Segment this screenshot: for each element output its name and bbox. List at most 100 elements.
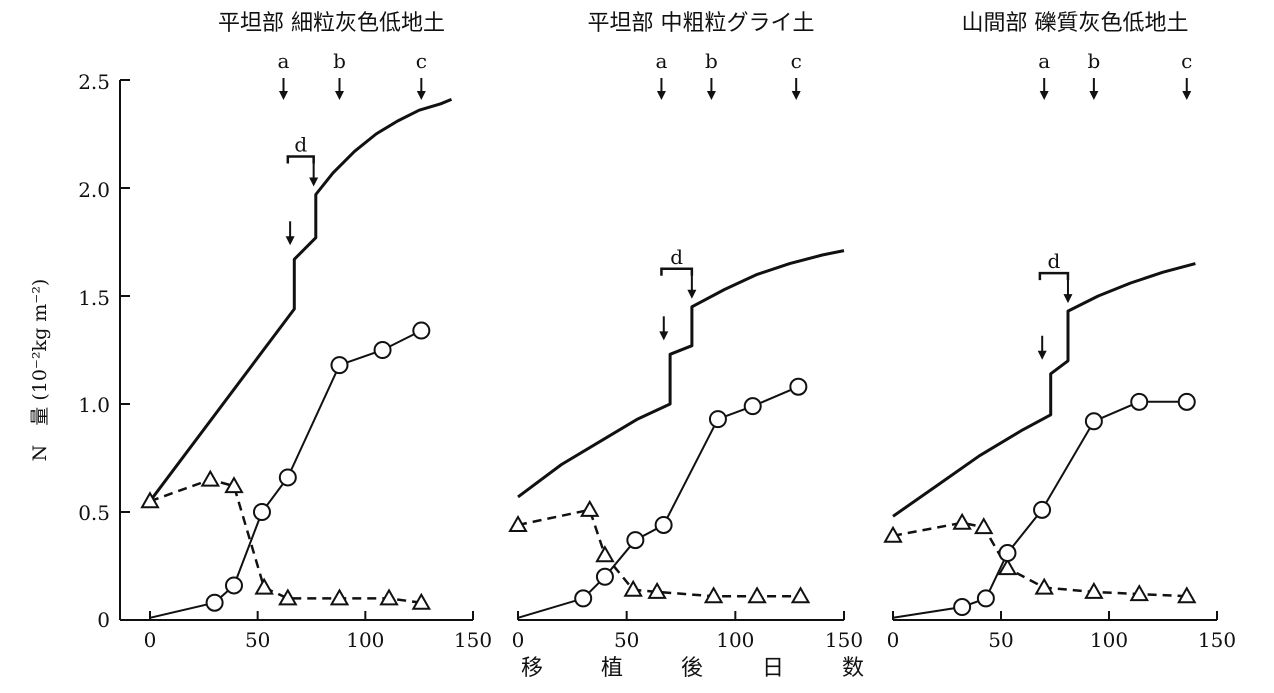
x-tick-label: 150 — [1198, 628, 1236, 652]
circle-point — [373, 341, 392, 359]
x-tick-label: 50 — [245, 628, 270, 652]
triangle-point — [329, 588, 350, 606]
inner-arrow — [285, 221, 295, 246]
triangle-point — [1177, 586, 1197, 604]
triangle-point — [254, 577, 274, 595]
circle-point — [1084, 412, 1103, 431]
x-tick-label: 0 — [144, 628, 157, 652]
x-axis-label-char: 植 — [601, 656, 623, 681]
triangle-point — [1084, 581, 1104, 599]
x-tick-label: 0 — [512, 628, 525, 652]
marker-label: c — [791, 49, 802, 73]
marker-arrow — [279, 78, 289, 100]
triangle-point — [278, 588, 298, 606]
triangle-point — [973, 517, 994, 535]
circle-point — [1130, 392, 1149, 411]
d-marker-arrow — [1063, 273, 1073, 304]
circle-point — [205, 593, 224, 612]
x-tick-label: 100 — [716, 628, 754, 652]
circle-point — [654, 515, 673, 534]
arrow-head — [659, 331, 669, 341]
chart-panel: 平坦部 中粗粒グライ土 0 50 100 150 a b c d — [508, 11, 863, 652]
arrow-head — [1063, 294, 1073, 304]
circle-point — [574, 589, 593, 608]
triangle-point — [595, 545, 615, 563]
marker-label: a — [655, 49, 667, 73]
arrow-head — [1089, 91, 1099, 100]
d-bracket — [286, 155, 315, 164]
y-tick-labels: 0 0.5 1.0 1.5 2.0 2.5 — [78, 70, 110, 632]
arrow-head — [279, 91, 289, 100]
triangle-point — [140, 491, 160, 509]
triangle-point — [1034, 577, 1054, 595]
circle-point — [1177, 392, 1196, 411]
chart-panel: 平坦部 細粒灰色低地土 0 50 100 150 a b c d — [119, 11, 492, 652]
x-tick-label: 50 — [614, 628, 639, 652]
arrow-head — [706, 91, 716, 100]
marker-arrow — [1039, 78, 1049, 100]
inner-arrow — [659, 316, 669, 341]
marker-label: c — [416, 49, 427, 73]
triangle-point — [508, 514, 528, 532]
chart-title: 平坦部 細粒灰色低地土 — [218, 11, 445, 36]
marker-arrow — [416, 78, 426, 100]
triangle-point — [411, 592, 432, 610]
marker-arrow — [791, 78, 801, 100]
triangle-point — [224, 476, 244, 494]
arrow-head — [334, 91, 344, 100]
y-tick-label: 0 — [97, 608, 110, 632]
triangle-point — [790, 586, 811, 604]
arrow-head — [656, 91, 666, 100]
triangle-point — [747, 586, 767, 604]
arrow-head — [285, 236, 295, 246]
y-tick-label: 2.5 — [78, 70, 110, 94]
arrow-head — [1039, 91, 1049, 100]
circle-point — [278, 468, 297, 487]
triangle-point — [952, 512, 972, 530]
triangle-series-line — [149, 478, 422, 604]
triangle-point — [883, 525, 903, 543]
supply-curve-line — [148, 98, 453, 503]
d-marker-arrow — [687, 268, 697, 299]
triangle-point — [1129, 584, 1149, 602]
d-bracket — [1038, 271, 1070, 281]
arrow-head — [1037, 350, 1047, 360]
triangle-series-line — [517, 508, 801, 598]
arrow-head — [309, 177, 319, 187]
x-tick-label: 0 — [887, 628, 900, 652]
triangle-point — [703, 586, 724, 604]
d-marker-arrow — [309, 156, 319, 187]
triangle-point — [579, 499, 600, 517]
d-marker-label: d — [670, 245, 683, 269]
circle-point — [626, 531, 645, 550]
chart-title: 山間部 礫質灰色低地土 — [962, 11, 1189, 36]
circle-point — [708, 410, 727, 429]
circle-point — [1033, 500, 1052, 519]
x-tick-label: 150 — [454, 628, 492, 652]
arrow-head — [1182, 91, 1192, 100]
d-marker-label: d — [294, 132, 307, 156]
triangle-point — [200, 469, 221, 487]
circle-point — [998, 544, 1017, 563]
x-tick-label: 50 — [988, 628, 1013, 652]
inner-arrow — [1037, 335, 1047, 360]
marker-label: b — [1087, 49, 1100, 73]
supply-curve-line — [892, 262, 1196, 518]
marker-label: a — [1038, 49, 1050, 73]
circle-point — [252, 503, 271, 521]
circle-point — [743, 397, 762, 416]
x-axis-label-char: 日 — [762, 656, 784, 681]
triangle-point — [379, 588, 399, 606]
chart-panel: 山間部 礫質灰色低地土 0 50 100 150 a b c d — [883, 11, 1236, 652]
arrow-head — [791, 91, 801, 100]
marker-label: b — [333, 49, 346, 73]
x-tick-label: 150 — [825, 628, 863, 652]
marker-arrow — [1089, 78, 1099, 100]
marker-label: a — [278, 49, 290, 73]
marker-arrow — [334, 78, 344, 100]
y-tick-label: 1.5 — [78, 286, 110, 310]
chart-title: 平坦部 中粗粒グライ土 — [588, 11, 815, 36]
circle-point — [412, 321, 431, 340]
marker-arrow — [706, 78, 716, 100]
